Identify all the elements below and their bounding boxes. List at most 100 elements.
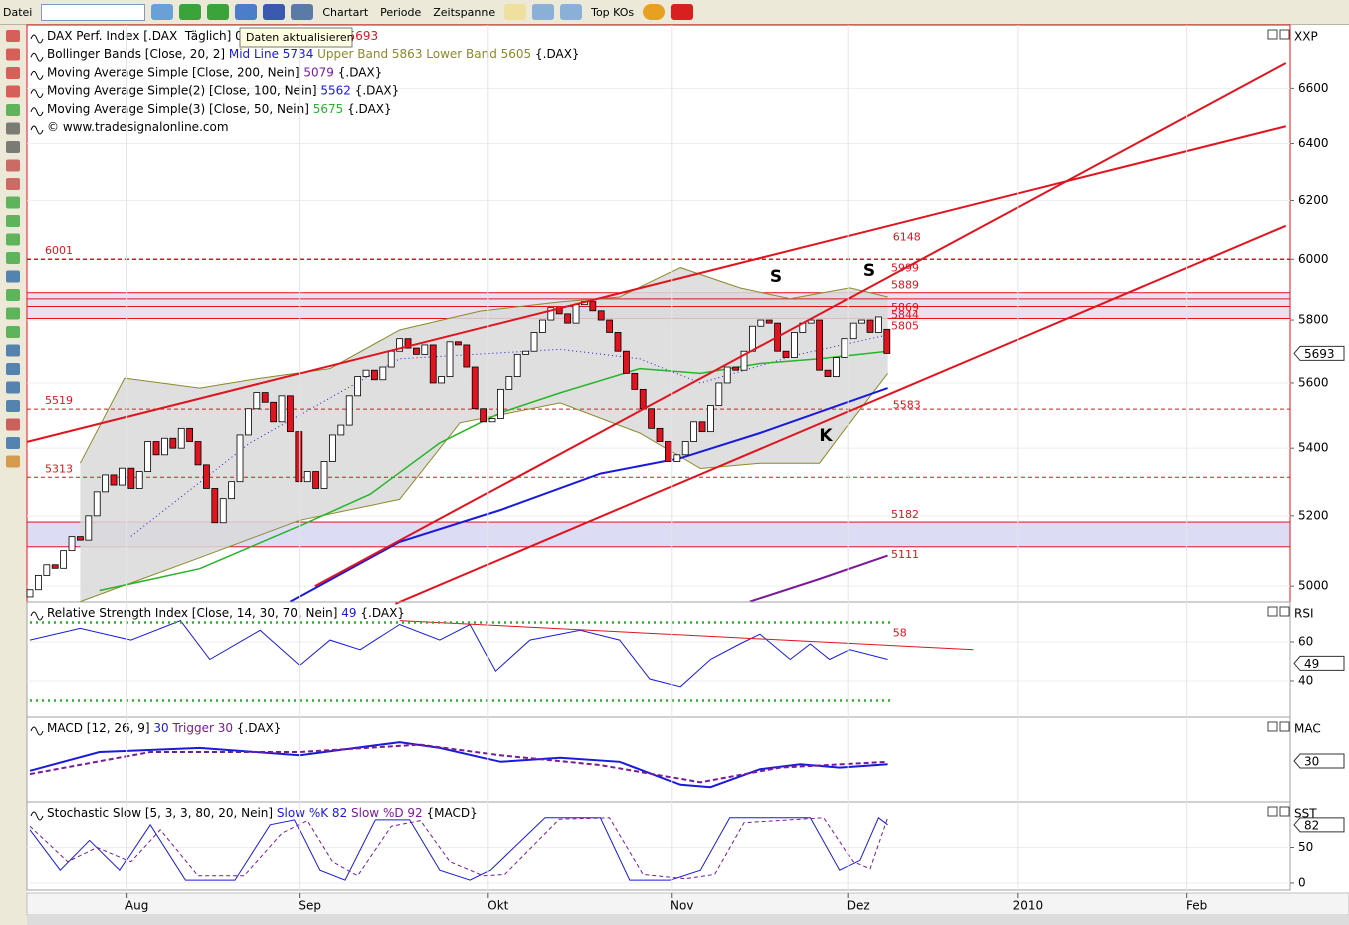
tool-icon xyxy=(6,418,20,431)
legend-line: Moving Average Simple(3) [Close, 50, Nei… xyxy=(47,101,392,115)
menu[interactable]: Datei xyxy=(3,5,33,19)
pane-button xyxy=(1267,29,1278,40)
legend-entry: {.DAX} xyxy=(357,606,405,620)
candle xyxy=(446,341,454,377)
legend-line: Bollinger Bands [Close, 20, 2] Mid Line … xyxy=(47,47,580,61)
candle xyxy=(35,575,42,591)
trend-line xyxy=(399,620,974,651)
candle xyxy=(93,491,101,517)
value-box xyxy=(1293,655,1345,671)
icon[interactable] xyxy=(151,4,174,20)
tool-icon xyxy=(6,289,20,301)
value-box xyxy=(1293,345,1345,361)
tool-icon xyxy=(6,196,20,209)
candle xyxy=(791,332,798,358)
candle xyxy=(387,350,395,368)
candle xyxy=(43,564,51,576)
button[interactable]: Top KOs xyxy=(591,5,635,19)
candle xyxy=(177,427,185,449)
icon[interactable] xyxy=(179,4,202,20)
x-tick-label: Sep xyxy=(298,899,321,913)
candle xyxy=(404,338,412,349)
legend-entry: Moving Average Simple(3) [Close, 50, Nei… xyxy=(47,101,313,115)
y-tick-label: 6600 xyxy=(1298,81,1329,95)
candle xyxy=(236,434,244,483)
tool-icon xyxy=(6,270,20,283)
candle xyxy=(690,421,698,442)
candle xyxy=(505,376,513,390)
annotation: S xyxy=(770,267,782,287)
candle xyxy=(488,418,496,423)
icon[interactable] xyxy=(207,4,230,20)
y-tick-label: 5800 xyxy=(1298,313,1329,327)
menu[interactable]: Periode xyxy=(380,5,422,19)
candle xyxy=(807,319,815,324)
candle xyxy=(530,332,538,352)
tool-icon xyxy=(6,67,20,79)
icon[interactable] xyxy=(504,4,527,20)
candle xyxy=(732,366,740,371)
candle xyxy=(77,536,84,541)
legend-line: Moving Average Simple(2) [Close, 100, Ne… xyxy=(47,83,399,97)
menu[interactable]: Chartart xyxy=(322,5,369,19)
tool-icon xyxy=(6,122,20,135)
trend-line xyxy=(314,62,1287,588)
candle xyxy=(606,319,614,333)
trend-line xyxy=(26,125,1287,443)
menu[interactable]: Zeitspanne xyxy=(433,5,496,19)
candle xyxy=(312,471,320,489)
legend-icon xyxy=(30,70,44,80)
tool-icon xyxy=(6,215,20,227)
candle xyxy=(547,307,555,321)
legend-entry: Relative Strength Index [Close, 14, 30, … xyxy=(47,606,341,620)
legend-icon xyxy=(30,89,44,99)
toolbar: Datei Chartart Periode Zeitspanne Top KO… xyxy=(0,0,1349,25)
candle xyxy=(572,304,580,324)
pane-button xyxy=(1267,806,1278,817)
legend-entry: 5675 xyxy=(313,101,344,115)
candle xyxy=(211,488,219,524)
legend-entry: 30 xyxy=(153,721,168,735)
indicator-line xyxy=(29,741,888,789)
x-tick-label: Okt xyxy=(487,899,508,913)
icon[interactable] xyxy=(263,4,286,20)
pane-button xyxy=(1279,806,1290,817)
tool-icon xyxy=(6,85,20,98)
candle xyxy=(219,498,227,524)
panes: XXP 5000 5200 5400 5600 5800 6000 6200 6400 6600 D… xyxy=(26,24,1345,913)
y-tick-label: 0 xyxy=(1298,875,1306,889)
tool-icon xyxy=(6,104,20,116)
candle xyxy=(883,328,891,354)
icon[interactable] xyxy=(291,4,314,20)
icon[interactable] xyxy=(532,4,555,20)
candle xyxy=(110,474,118,486)
icon[interactable] xyxy=(643,4,666,20)
legend-entry: 49 xyxy=(341,606,356,620)
tool-icon xyxy=(6,48,20,61)
icon[interactable] xyxy=(671,4,694,20)
legend-line: © www.tradesignalonline.com xyxy=(47,120,229,134)
icon[interactable] xyxy=(560,4,583,20)
legend-entry: {.DAX} xyxy=(351,83,399,97)
level-label: 5182 xyxy=(891,508,919,521)
legend-entry: Moving Average Simple(2) [Close, 100, Ne… xyxy=(47,83,320,97)
legend-entry: {MACD} xyxy=(423,806,478,820)
candle xyxy=(765,319,773,324)
search-box[interactable] xyxy=(41,3,146,21)
candle xyxy=(681,441,689,456)
level-label: 5519 xyxy=(45,394,73,407)
candle xyxy=(740,350,748,371)
legend-line: Moving Average Simple [Close, 200, Nein]… xyxy=(47,65,382,79)
axis-title: SST xyxy=(1294,807,1317,821)
candle xyxy=(26,589,34,598)
icon[interactable] xyxy=(235,4,258,20)
candle xyxy=(639,388,647,410)
indicator-line xyxy=(79,267,888,464)
y-tick-label: 5000 xyxy=(1298,579,1329,593)
x-tick-label: Aug xyxy=(125,899,148,913)
y-tick-label: 5600 xyxy=(1298,375,1329,389)
candle xyxy=(698,421,706,433)
drawing-tools xyxy=(6,30,20,468)
legend-entry: Stochastic Slow [5, 3, 3, 80, 20, Nein] xyxy=(47,806,277,820)
axis-title: RSI xyxy=(1294,607,1314,621)
